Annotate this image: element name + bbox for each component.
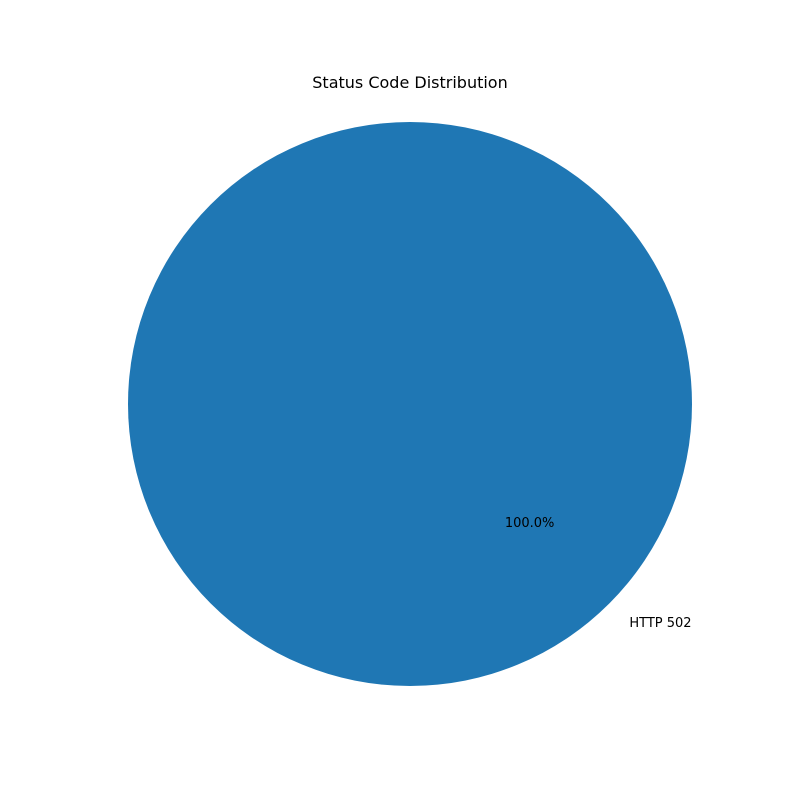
slice-percent-label: 100.0% [505, 516, 555, 531]
pie-slices [128, 122, 692, 686]
chart-title: Status Code Distribution [312, 73, 507, 92]
slice-category-label: HTTP 502 [629, 616, 691, 631]
pie-labels: 100.0% HTTP 502 [505, 516, 692, 631]
pie-slice-http-502 [128, 122, 692, 686]
